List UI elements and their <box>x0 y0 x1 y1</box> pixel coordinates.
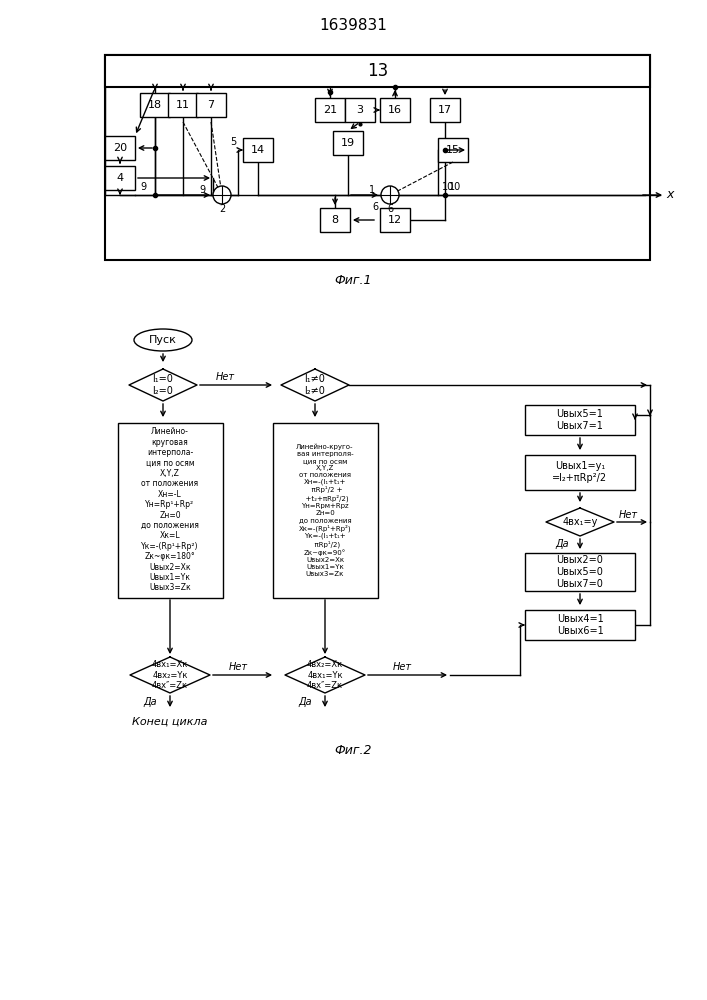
Text: Пуск: Пуск <box>149 335 177 345</box>
Text: l₁=0
l₂=0: l₁=0 l₂=0 <box>153 374 173 396</box>
Circle shape <box>381 186 399 204</box>
Text: 19: 19 <box>341 138 355 148</box>
Text: 17: 17 <box>438 105 452 115</box>
Text: 9: 9 <box>199 185 205 195</box>
Text: 11: 11 <box>176 100 190 110</box>
Text: Нет: Нет <box>216 372 235 382</box>
Text: 5: 5 <box>230 137 236 147</box>
Text: Фиг.2: Фиг.2 <box>334 744 372 756</box>
Text: x: x <box>666 188 674 202</box>
FancyBboxPatch shape <box>196 93 226 117</box>
Text: 3: 3 <box>356 105 363 115</box>
Text: 1: 1 <box>369 185 375 195</box>
FancyBboxPatch shape <box>525 610 635 640</box>
Text: 6: 6 <box>387 204 393 214</box>
Text: Uвых5=1
Uвых7=1: Uвых5=1 Uвых7=1 <box>556 409 604 431</box>
Text: Нет: Нет <box>228 662 247 672</box>
Text: 14: 14 <box>251 145 265 155</box>
FancyBboxPatch shape <box>380 98 410 122</box>
Text: 4вх₁=y: 4вх₁=y <box>562 517 597 527</box>
Text: 10: 10 <box>442 182 454 192</box>
Text: Нет: Нет <box>619 510 638 520</box>
Text: Uвых1=y₁
=l₂+πRр²/2: Uвых1=y₁ =l₂+πRр²/2 <box>552 461 607 483</box>
Text: 10: 10 <box>449 182 461 192</box>
FancyBboxPatch shape <box>117 422 223 597</box>
FancyBboxPatch shape <box>272 422 378 597</box>
FancyBboxPatch shape <box>315 98 345 122</box>
Text: 12: 12 <box>388 215 402 225</box>
Text: Фиг.1: Фиг.1 <box>334 273 372 286</box>
FancyBboxPatch shape <box>140 93 170 117</box>
Text: l₁≠0
l₂≠0: l₁≠0 l₂≠0 <box>305 374 325 396</box>
FancyBboxPatch shape <box>430 98 460 122</box>
Text: 8: 8 <box>332 215 339 225</box>
FancyBboxPatch shape <box>525 454 635 489</box>
Text: 16: 16 <box>388 105 402 115</box>
FancyBboxPatch shape <box>380 208 410 232</box>
Text: Да: Да <box>298 697 312 707</box>
Text: 6: 6 <box>372 202 378 212</box>
FancyBboxPatch shape <box>105 55 650 260</box>
Text: 20: 20 <box>113 143 127 153</box>
FancyBboxPatch shape <box>525 405 635 435</box>
Text: 2: 2 <box>219 204 225 214</box>
Text: 13: 13 <box>367 62 388 80</box>
Text: Uвых2=0
Uвых5=0
Uвых7=0: Uвых2=0 Uвых5=0 Uвых7=0 <box>556 555 604 589</box>
FancyBboxPatch shape <box>105 166 135 190</box>
FancyBboxPatch shape <box>105 136 135 160</box>
Text: Линейно-
круговая
интерпола-
ция по осям
X,Y,Z
от положения
Xн=-L
Yн=Rр¹+Rр²
Zн=: Линейно- круговая интерпола- ция по осям… <box>141 428 199 592</box>
Text: Uвых4=1
Uвых6=1: Uвых4=1 Uвых6=1 <box>556 614 603 636</box>
FancyBboxPatch shape <box>525 553 635 591</box>
Text: 4вх₂=Xк
4вх₁=Yк
4вх″=Zк: 4вх₂=Xк 4вх₁=Yк 4вх″=Zк <box>307 660 343 690</box>
FancyBboxPatch shape <box>333 131 363 155</box>
Text: Конец цикла: Конец цикла <box>132 717 208 727</box>
Text: 4: 4 <box>117 173 124 183</box>
FancyBboxPatch shape <box>168 93 198 117</box>
FancyBboxPatch shape <box>345 98 375 122</box>
FancyBboxPatch shape <box>438 138 468 162</box>
FancyBboxPatch shape <box>243 138 273 162</box>
FancyBboxPatch shape <box>320 208 350 232</box>
Circle shape <box>213 186 231 204</box>
Text: Нет: Нет <box>392 662 411 672</box>
Text: 9: 9 <box>140 182 146 192</box>
Text: Да: Да <box>144 697 157 707</box>
Text: 4вх₁=Xк
4вх₂=Yк
4вх″=Zк: 4вх₁=Xк 4вх₂=Yк 4вх″=Zк <box>152 660 188 690</box>
Text: 15: 15 <box>446 145 460 155</box>
FancyBboxPatch shape <box>105 55 650 87</box>
Text: 21: 21 <box>323 105 337 115</box>
Text: 1639831: 1639831 <box>319 17 387 32</box>
Text: Да: Да <box>555 539 569 549</box>
Text: Линейно-круго-
вая интерполя-
ция по осям
X,Y,Z
от положения
Xн=-(l₁+t₁+
  πRр¹/: Линейно-круго- вая интерполя- ция по ося… <box>296 443 354 577</box>
Text: 18: 18 <box>148 100 162 110</box>
Text: 7: 7 <box>207 100 214 110</box>
Ellipse shape <box>134 329 192 351</box>
